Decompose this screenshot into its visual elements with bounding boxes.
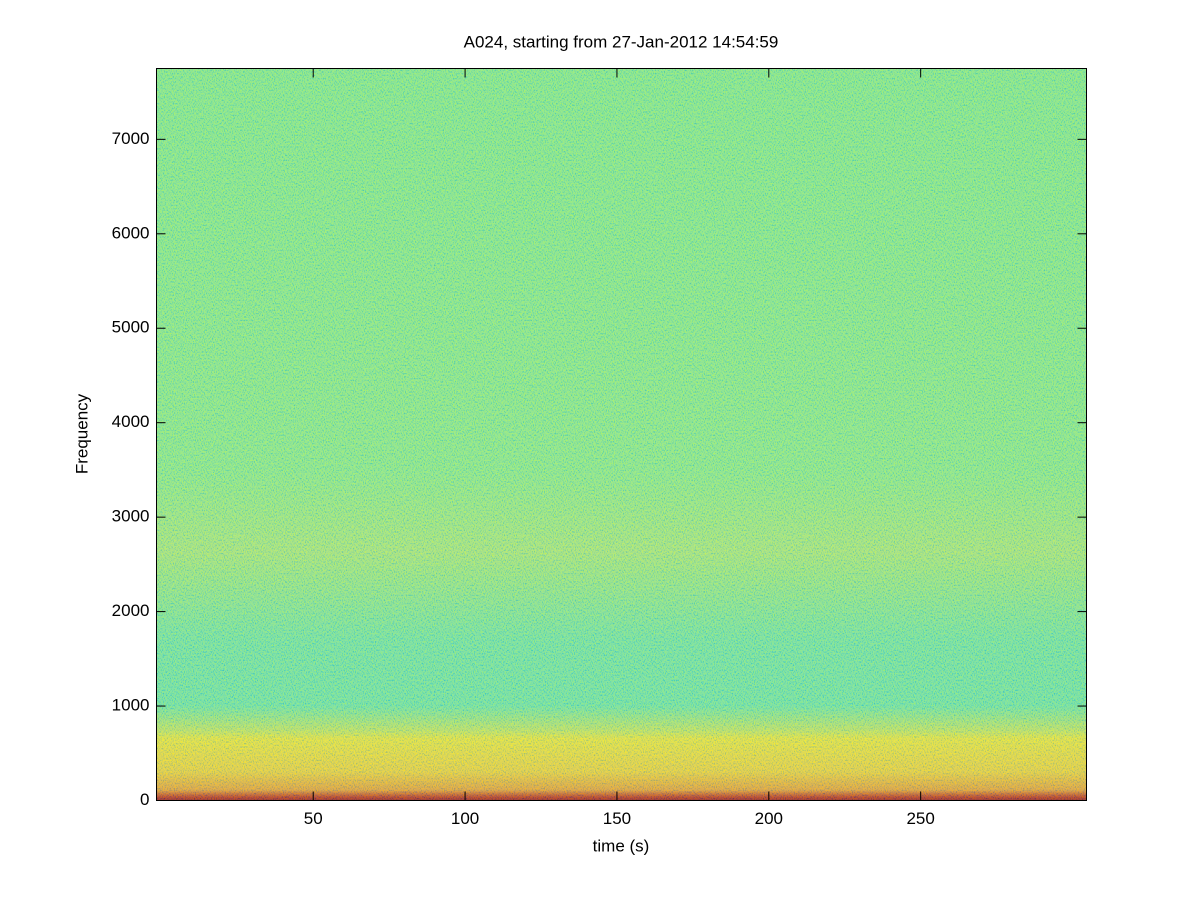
y-axis-label: Frequency — [72, 393, 91, 474]
x-tick-label: 250 — [906, 809, 934, 828]
y-tick-label: 4000 — [112, 412, 150, 431]
spectrogram-image — [156, 68, 1087, 801]
y-tick-label: 6000 — [112, 223, 150, 242]
y-tick-label: 2000 — [112, 601, 150, 620]
y-tick-label: 1000 — [112, 696, 150, 715]
x-tick-label: 100 — [451, 809, 479, 828]
y-tick-label: 0 — [140, 790, 149, 809]
y-tick-label: 5000 — [112, 318, 150, 337]
chart-title: A024, starting from 27-Jan-2012 14:54:59 — [464, 32, 779, 51]
y-tick-label: 3000 — [112, 507, 150, 526]
x-axis-label: time (s) — [593, 836, 650, 855]
y-tick-label: 7000 — [112, 129, 150, 148]
plot-frame — [156, 68, 1087, 801]
x-tick-label: 50 — [304, 809, 323, 828]
x-tick-label: 150 — [603, 809, 631, 828]
x-tick-label: 200 — [755, 809, 783, 828]
